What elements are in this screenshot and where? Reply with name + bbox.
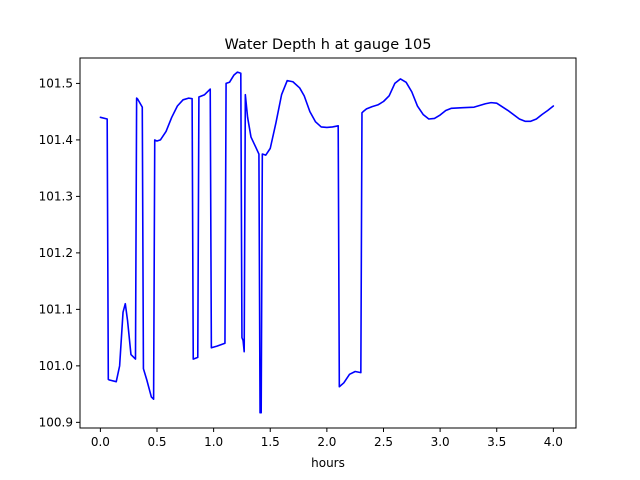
x-tick-label: 3.5 (487, 435, 506, 449)
x-tick-label: 2.0 (317, 435, 336, 449)
y-tick-label: 101.4 (39, 133, 73, 147)
x-tick-label: 3.0 (431, 435, 450, 449)
series-layer (99, 71, 555, 414)
y-tick-label: 101.1 (39, 302, 73, 316)
y-tick-label: 101.2 (39, 246, 73, 260)
x-tick-label: 1.0 (204, 435, 223, 449)
y-tick-label: 100.9 (39, 415, 73, 429)
axis-ticks: 0.0 0.5 1.0 1.5 2.0 2.5 3.0 3.5 4.0 100.9 101.0 101… (39, 76, 563, 449)
x-tick-label: 0.5 (147, 435, 166, 449)
x-tick-label: 0.0 (91, 435, 110, 449)
plot-area-background (80, 58, 576, 428)
chart-title: Water Depth h at gauge 105 (225, 37, 432, 53)
x-tick-label: 4.0 (544, 435, 563, 449)
x-tick-label: 2.5 (374, 435, 393, 449)
plot-frame (79, 57, 577, 429)
x-axis-label: hours (311, 456, 345, 470)
y-tick-label: 101.5 (39, 76, 73, 90)
y-tick-label: 101.3 (39, 189, 73, 203)
y-tick-label: 101.0 (39, 359, 73, 373)
x-tick-label: 1.5 (261, 435, 280, 449)
series-line-0 (99, 71, 555, 414)
